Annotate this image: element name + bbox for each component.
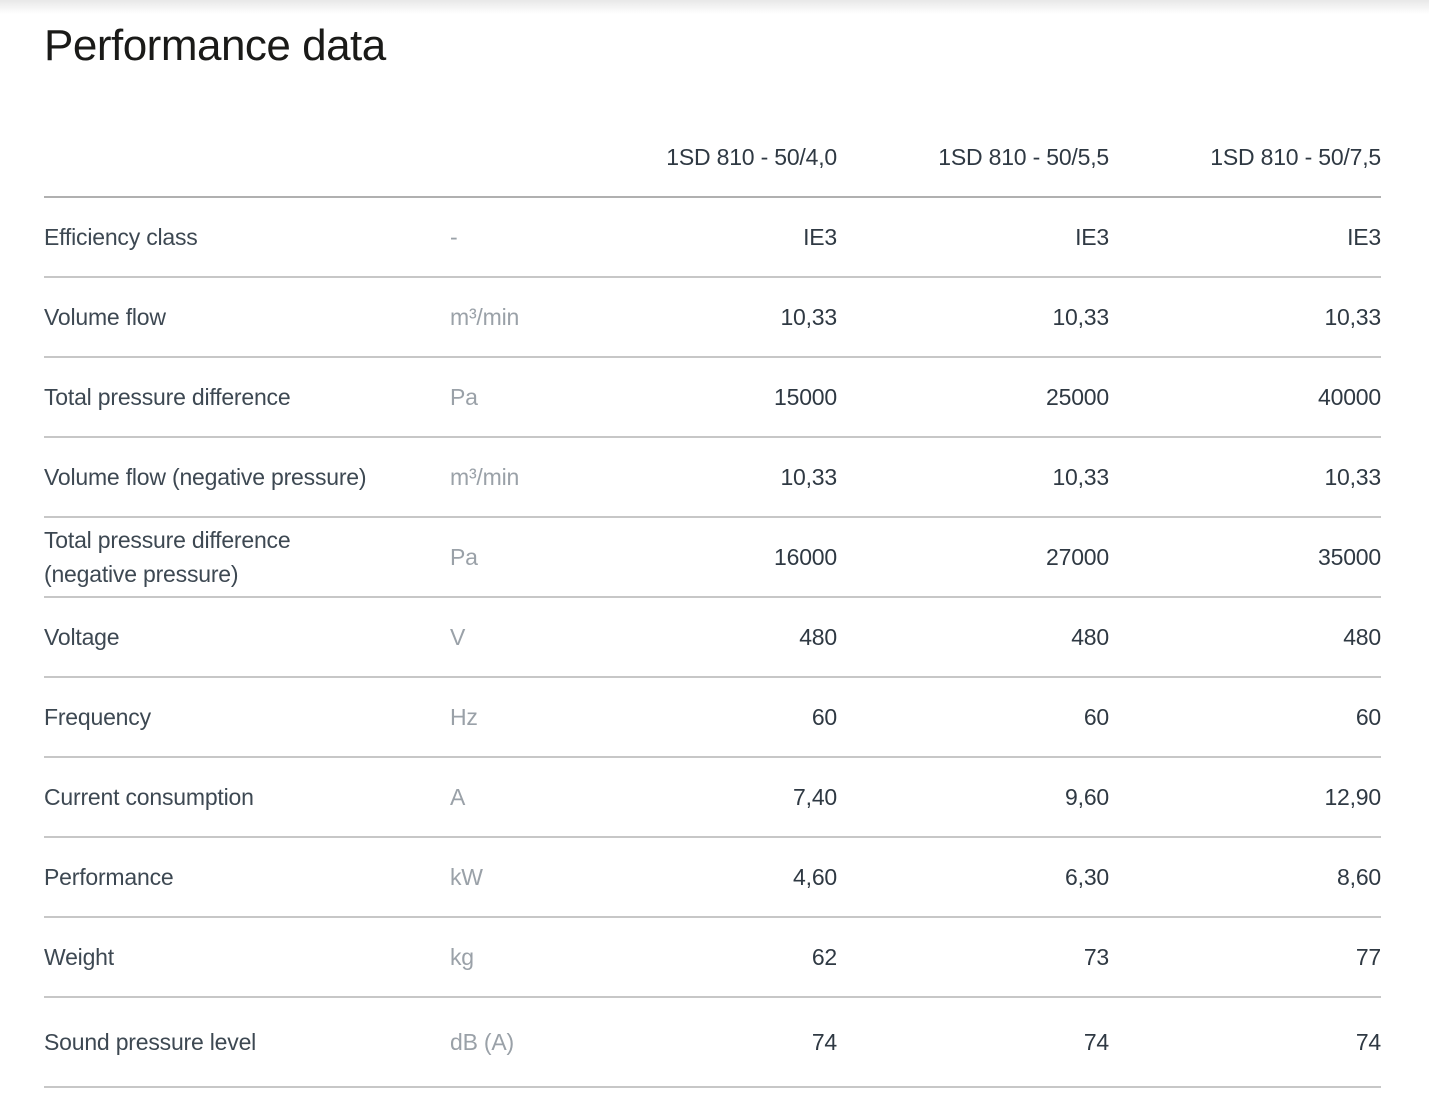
row-value: 9,60 bbox=[837, 757, 1109, 838]
row-value: 60 bbox=[565, 677, 837, 758]
row-value: 10,33 bbox=[837, 437, 1109, 518]
row-value: 60 bbox=[1109, 677, 1381, 758]
table-row: Current consumption A 7,40 9,60 12,90 bbox=[44, 757, 1381, 838]
row-value: 15000 bbox=[565, 357, 837, 438]
column-header-model-1: 1SD 810 - 50/4,0 bbox=[565, 119, 837, 198]
table-row: Total pressure difference Pa 15000 25000… bbox=[44, 357, 1381, 438]
row-unit: Hz bbox=[450, 677, 565, 758]
row-unit: kg bbox=[450, 917, 565, 998]
row-value: IE3 bbox=[837, 197, 1109, 278]
row-value: 16000 bbox=[565, 517, 837, 598]
row-value: 74 bbox=[837, 997, 1109, 1088]
row-value: 7,40 bbox=[565, 757, 837, 838]
row-label: Current consumption bbox=[44, 757, 450, 838]
row-value: 480 bbox=[1109, 597, 1381, 678]
row-label: Performance bbox=[44, 837, 450, 918]
column-header-model-3: 1SD 810 - 50/7,5 bbox=[1109, 119, 1381, 198]
row-unit: Pa bbox=[450, 357, 565, 438]
row-label: Total pressure difference (negative pres… bbox=[44, 517, 450, 598]
row-value: 10,33 bbox=[1109, 277, 1381, 358]
row-value: 27000 bbox=[837, 517, 1109, 598]
table-row: Weight kg 62 73 77 bbox=[44, 917, 1381, 998]
top-fade-gradient bbox=[0, 0, 1429, 14]
row-value: 10,33 bbox=[837, 277, 1109, 358]
row-value: 10,33 bbox=[1109, 437, 1381, 518]
row-value: 10,33 bbox=[565, 437, 837, 518]
row-unit: A bbox=[450, 757, 565, 838]
row-unit: dB (A) bbox=[450, 997, 565, 1088]
row-value: 10,33 bbox=[565, 277, 837, 358]
column-header-model-2: 1SD 810 - 50/5,5 bbox=[837, 119, 1109, 198]
header-unit-spacer bbox=[450, 119, 565, 198]
row-unit: Pa bbox=[450, 517, 565, 598]
row-unit: kW bbox=[450, 837, 565, 918]
row-value: 4,60 bbox=[565, 837, 837, 918]
performance-table: 1SD 810 - 50/4,0 1SD 810 - 50/5,5 1SD 81… bbox=[44, 119, 1381, 1088]
table-row: Sound pressure level dB (A) 74 74 74 bbox=[44, 997, 1381, 1088]
table-row: Total pressure difference (negative pres… bbox=[44, 517, 1381, 598]
row-value: 73 bbox=[837, 917, 1109, 998]
row-value: 35000 bbox=[1109, 517, 1381, 598]
row-value: IE3 bbox=[1109, 197, 1381, 278]
table-row: Volume flow m³/min 10,33 10,33 10,33 bbox=[44, 277, 1381, 358]
row-label: Weight bbox=[44, 917, 450, 998]
table-header-row: 1SD 810 - 50/4,0 1SD 810 - 50/5,5 1SD 81… bbox=[44, 119, 1381, 198]
row-value: 74 bbox=[1109, 997, 1381, 1088]
row-label: Frequency bbox=[44, 677, 450, 758]
row-label: Volume flow bbox=[44, 277, 450, 358]
performance-data-section: Performance data 1SD 810 - 50/4,0 1SD 81… bbox=[0, 20, 1429, 1088]
row-value: 12,90 bbox=[1109, 757, 1381, 838]
row-label: Total pressure difference bbox=[44, 357, 450, 438]
row-label: Sound pressure level bbox=[44, 997, 450, 1088]
table-row: Frequency Hz 60 60 60 bbox=[44, 677, 1381, 758]
table-row: Voltage V 480 480 480 bbox=[44, 597, 1381, 678]
header-label-spacer bbox=[44, 119, 450, 198]
row-value: 480 bbox=[565, 597, 837, 678]
row-label: Volume flow (negative pressure) bbox=[44, 437, 450, 518]
row-value: 62 bbox=[565, 917, 837, 998]
row-unit: - bbox=[450, 197, 565, 278]
row-value: 25000 bbox=[837, 357, 1109, 438]
row-value: 8,60 bbox=[1109, 837, 1381, 918]
row-label: Efficiency class bbox=[44, 197, 450, 278]
row-label: Voltage bbox=[44, 597, 450, 678]
row-value: IE3 bbox=[565, 197, 837, 278]
row-unit: m³/min bbox=[450, 437, 565, 518]
row-unit: m³/min bbox=[450, 277, 565, 358]
page-title: Performance data bbox=[44, 21, 386, 70]
row-unit: V bbox=[450, 597, 565, 678]
row-value: 77 bbox=[1109, 917, 1381, 998]
row-value: 6,30 bbox=[837, 837, 1109, 918]
row-value: 480 bbox=[837, 597, 1109, 678]
row-value: 60 bbox=[837, 677, 1109, 758]
table-row: Performance kW 4,60 6,30 8,60 bbox=[44, 837, 1381, 918]
row-value: 74 bbox=[565, 997, 837, 1088]
table-row: Volume flow (negative pressure) m³/min 1… bbox=[44, 437, 1381, 518]
row-value: 40000 bbox=[1109, 357, 1381, 438]
table-row: Efficiency class - IE3 IE3 IE3 bbox=[44, 197, 1381, 278]
